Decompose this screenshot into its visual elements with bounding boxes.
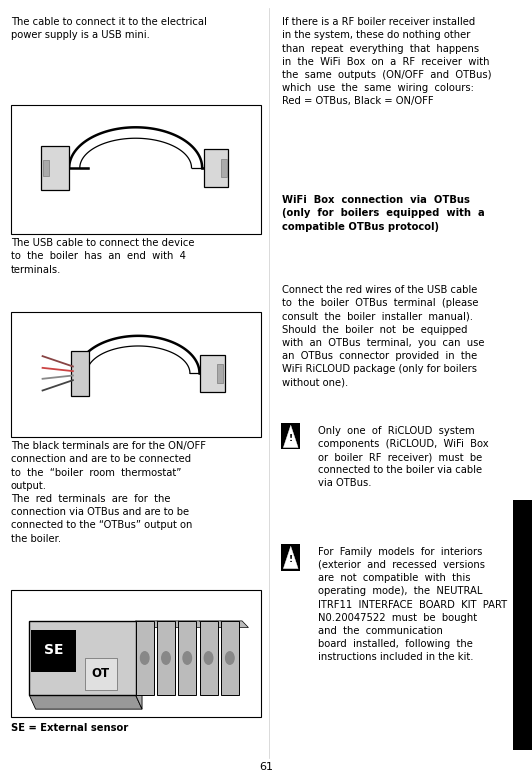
FancyBboxPatch shape — [200, 621, 218, 695]
FancyBboxPatch shape — [11, 312, 261, 437]
Text: 61: 61 — [259, 761, 273, 772]
Text: The cable to connect it to the electrical
power supply is a USB mini.: The cable to connect it to the electrica… — [11, 17, 206, 41]
FancyBboxPatch shape — [204, 149, 228, 187]
Circle shape — [226, 651, 234, 664]
FancyBboxPatch shape — [221, 159, 227, 177]
Text: SE = External sensor: SE = External sensor — [11, 723, 128, 733]
FancyBboxPatch shape — [200, 355, 225, 392]
FancyBboxPatch shape — [43, 160, 49, 176]
Polygon shape — [136, 621, 142, 709]
Text: Connect the red wires of the USB cable
to  the  boiler  OTBus  terminal  (please: Connect the red wires of the USB cable t… — [282, 285, 485, 387]
Text: For  Family  models  for  interiors
(exterior  and  recessed  versions
are  not : For Family models for interiors (exterio… — [318, 547, 507, 662]
Polygon shape — [136, 621, 163, 628]
FancyBboxPatch shape — [71, 351, 89, 396]
FancyBboxPatch shape — [41, 146, 69, 190]
Text: The black terminals are for the ON/OFF
connection and are to be connected
to  th: The black terminals are for the ON/OFF c… — [11, 441, 206, 544]
Polygon shape — [221, 621, 248, 628]
FancyBboxPatch shape — [29, 621, 136, 695]
Circle shape — [140, 651, 149, 664]
Text: WiFi  Box  connection  via  OTBus
(only  for  boilers  equipped  with  a
compati: WiFi Box connection via OTBus (only for … — [282, 195, 485, 232]
FancyBboxPatch shape — [281, 423, 300, 450]
Text: !: ! — [289, 555, 293, 564]
FancyBboxPatch shape — [281, 544, 300, 570]
FancyBboxPatch shape — [136, 621, 154, 695]
Circle shape — [204, 651, 213, 664]
Text: OT: OT — [92, 667, 110, 679]
FancyBboxPatch shape — [85, 658, 117, 690]
Circle shape — [183, 651, 192, 664]
Polygon shape — [284, 547, 298, 569]
Polygon shape — [29, 695, 142, 709]
FancyBboxPatch shape — [217, 364, 223, 383]
Text: SE: SE — [44, 643, 63, 657]
FancyBboxPatch shape — [221, 621, 239, 695]
Polygon shape — [157, 621, 185, 628]
Polygon shape — [284, 425, 298, 448]
Polygon shape — [200, 621, 227, 628]
FancyBboxPatch shape — [11, 105, 261, 234]
FancyBboxPatch shape — [11, 590, 261, 717]
FancyBboxPatch shape — [178, 621, 196, 695]
FancyBboxPatch shape — [31, 630, 76, 672]
Polygon shape — [178, 621, 206, 628]
FancyBboxPatch shape — [157, 621, 175, 695]
Text: ENGLISH: ENGLISH — [519, 606, 528, 647]
Text: If there is a RF boiler receiver installed
in the system, these do nothing other: If there is a RF boiler receiver install… — [282, 17, 492, 106]
Text: Only  one  of  RiCLOUD  system
components  (RiCLOUD,  WiFi  Box
or  boiler  RF  : Only one of RiCLOUD system components (R… — [318, 426, 489, 488]
Text: !: ! — [289, 434, 293, 443]
Circle shape — [162, 651, 170, 664]
Text: The USB cable to connect the device
to  the  boiler  has  an  end  with  4
termi: The USB cable to connect the device to t… — [11, 238, 194, 275]
